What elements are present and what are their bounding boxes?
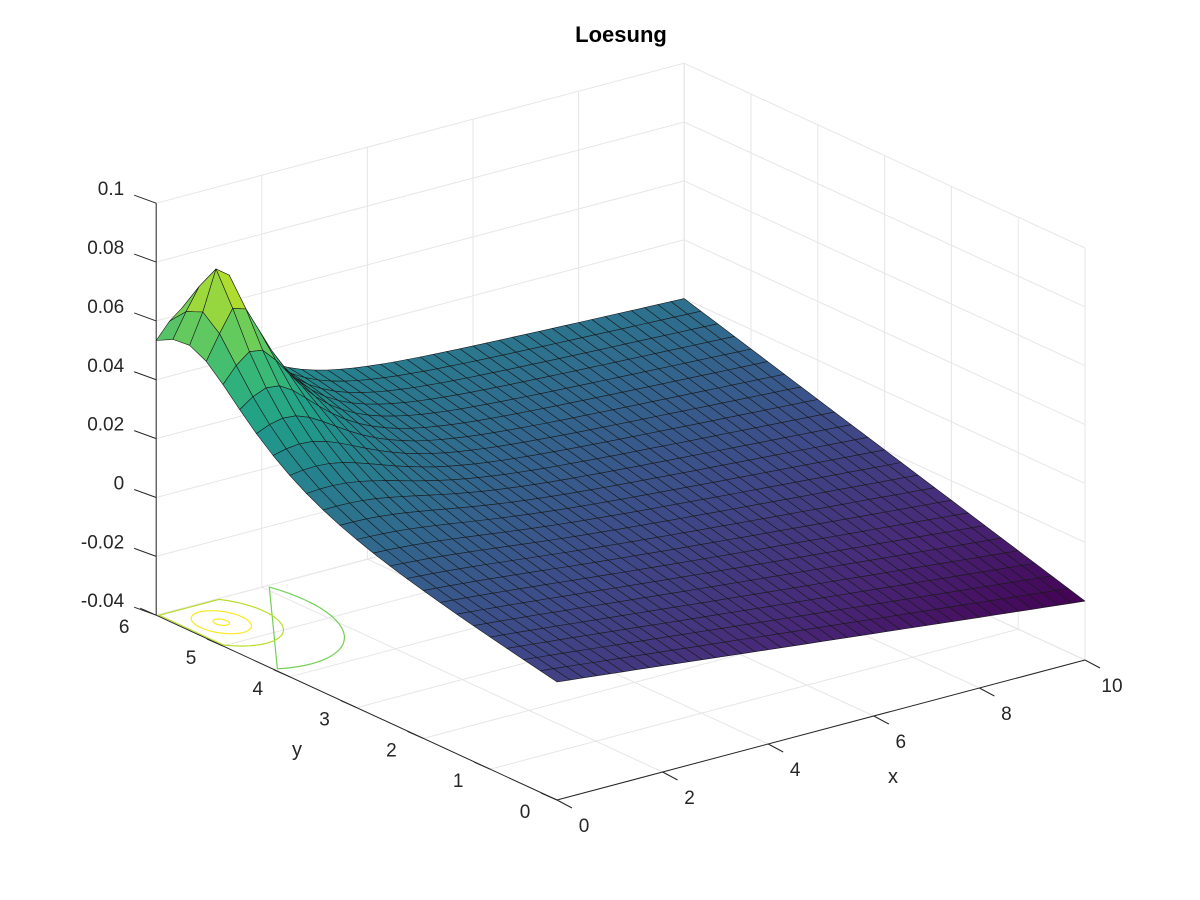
grid-line xyxy=(156,62,685,204)
z-tick xyxy=(134,371,157,381)
x-tick-label: 10 xyxy=(1101,676,1122,697)
y-tick-label: 6 xyxy=(119,617,130,638)
z-tick xyxy=(134,253,157,263)
x-tick xyxy=(873,715,890,725)
x-tick xyxy=(556,799,573,809)
z-tick-label: 0 xyxy=(114,473,125,494)
contour-line xyxy=(190,610,252,635)
x-tick xyxy=(662,771,678,781)
tick-labels: 0 2 4 6 8 10 0 1 2 3 4 5 6 -0.04 -0.02 0 0.02 0.04 0.06 0.0… xyxy=(81,179,1123,837)
grid-line xyxy=(683,239,1086,426)
x-axis-label: x xyxy=(888,766,898,788)
surface-mesh xyxy=(155,268,1086,683)
x-tick-label: 8 xyxy=(1001,704,1012,725)
x-tick-label: 6 xyxy=(896,732,907,753)
chart-title: Loesung xyxy=(575,22,667,47)
z-tick xyxy=(134,489,157,498)
y-tick-label: 5 xyxy=(186,648,197,669)
y-tick xyxy=(340,700,357,709)
contour-line xyxy=(212,618,231,627)
contour-lines xyxy=(157,586,346,670)
z-tick xyxy=(134,547,157,557)
z-tick-label: 0.04 xyxy=(87,356,124,377)
x-tick xyxy=(767,743,784,753)
z-tick xyxy=(134,194,157,204)
z-tick-label: -0.04 xyxy=(81,591,125,612)
x-tick-label: 0 xyxy=(579,816,590,837)
x-tick xyxy=(979,687,995,697)
grid-line xyxy=(156,121,685,263)
z-tick-label: 0.02 xyxy=(87,415,124,436)
y-tick-label: 2 xyxy=(386,740,397,761)
z-tick xyxy=(134,312,157,322)
y-tick xyxy=(540,792,558,801)
z-tick xyxy=(134,606,157,616)
x-tick xyxy=(1084,659,1101,669)
y-tick xyxy=(273,669,291,678)
y-tick xyxy=(206,638,224,647)
y-tick-label: 3 xyxy=(319,710,330,731)
contour-line xyxy=(157,598,284,647)
y-tick xyxy=(473,761,491,770)
z-tick-label: 0.1 xyxy=(98,179,124,200)
axes xyxy=(134,194,1101,809)
surface-patch xyxy=(539,668,571,683)
contour-line xyxy=(268,586,346,670)
z-tick-label: 0.06 xyxy=(87,297,124,318)
y-tick xyxy=(407,730,424,739)
grid-line xyxy=(683,180,1086,367)
y-axis-label: y xyxy=(292,739,302,761)
grid-line xyxy=(683,62,1086,249)
z-tick-label: -0.02 xyxy=(81,532,124,553)
x-axis-line xyxy=(556,659,1086,801)
grid-line xyxy=(683,121,1086,308)
grid-line xyxy=(490,628,1019,770)
x-tick-label: 2 xyxy=(684,788,695,809)
y-tick-label: 0 xyxy=(520,802,531,823)
y-tick-label: 1 xyxy=(453,771,464,792)
y-tick-label: 4 xyxy=(253,679,264,700)
grid-line xyxy=(683,298,1086,484)
z-tick-label: 0.08 xyxy=(87,238,124,259)
z-tick xyxy=(134,430,157,440)
grid-line xyxy=(156,180,685,322)
x-tick-label: 4 xyxy=(790,760,801,781)
